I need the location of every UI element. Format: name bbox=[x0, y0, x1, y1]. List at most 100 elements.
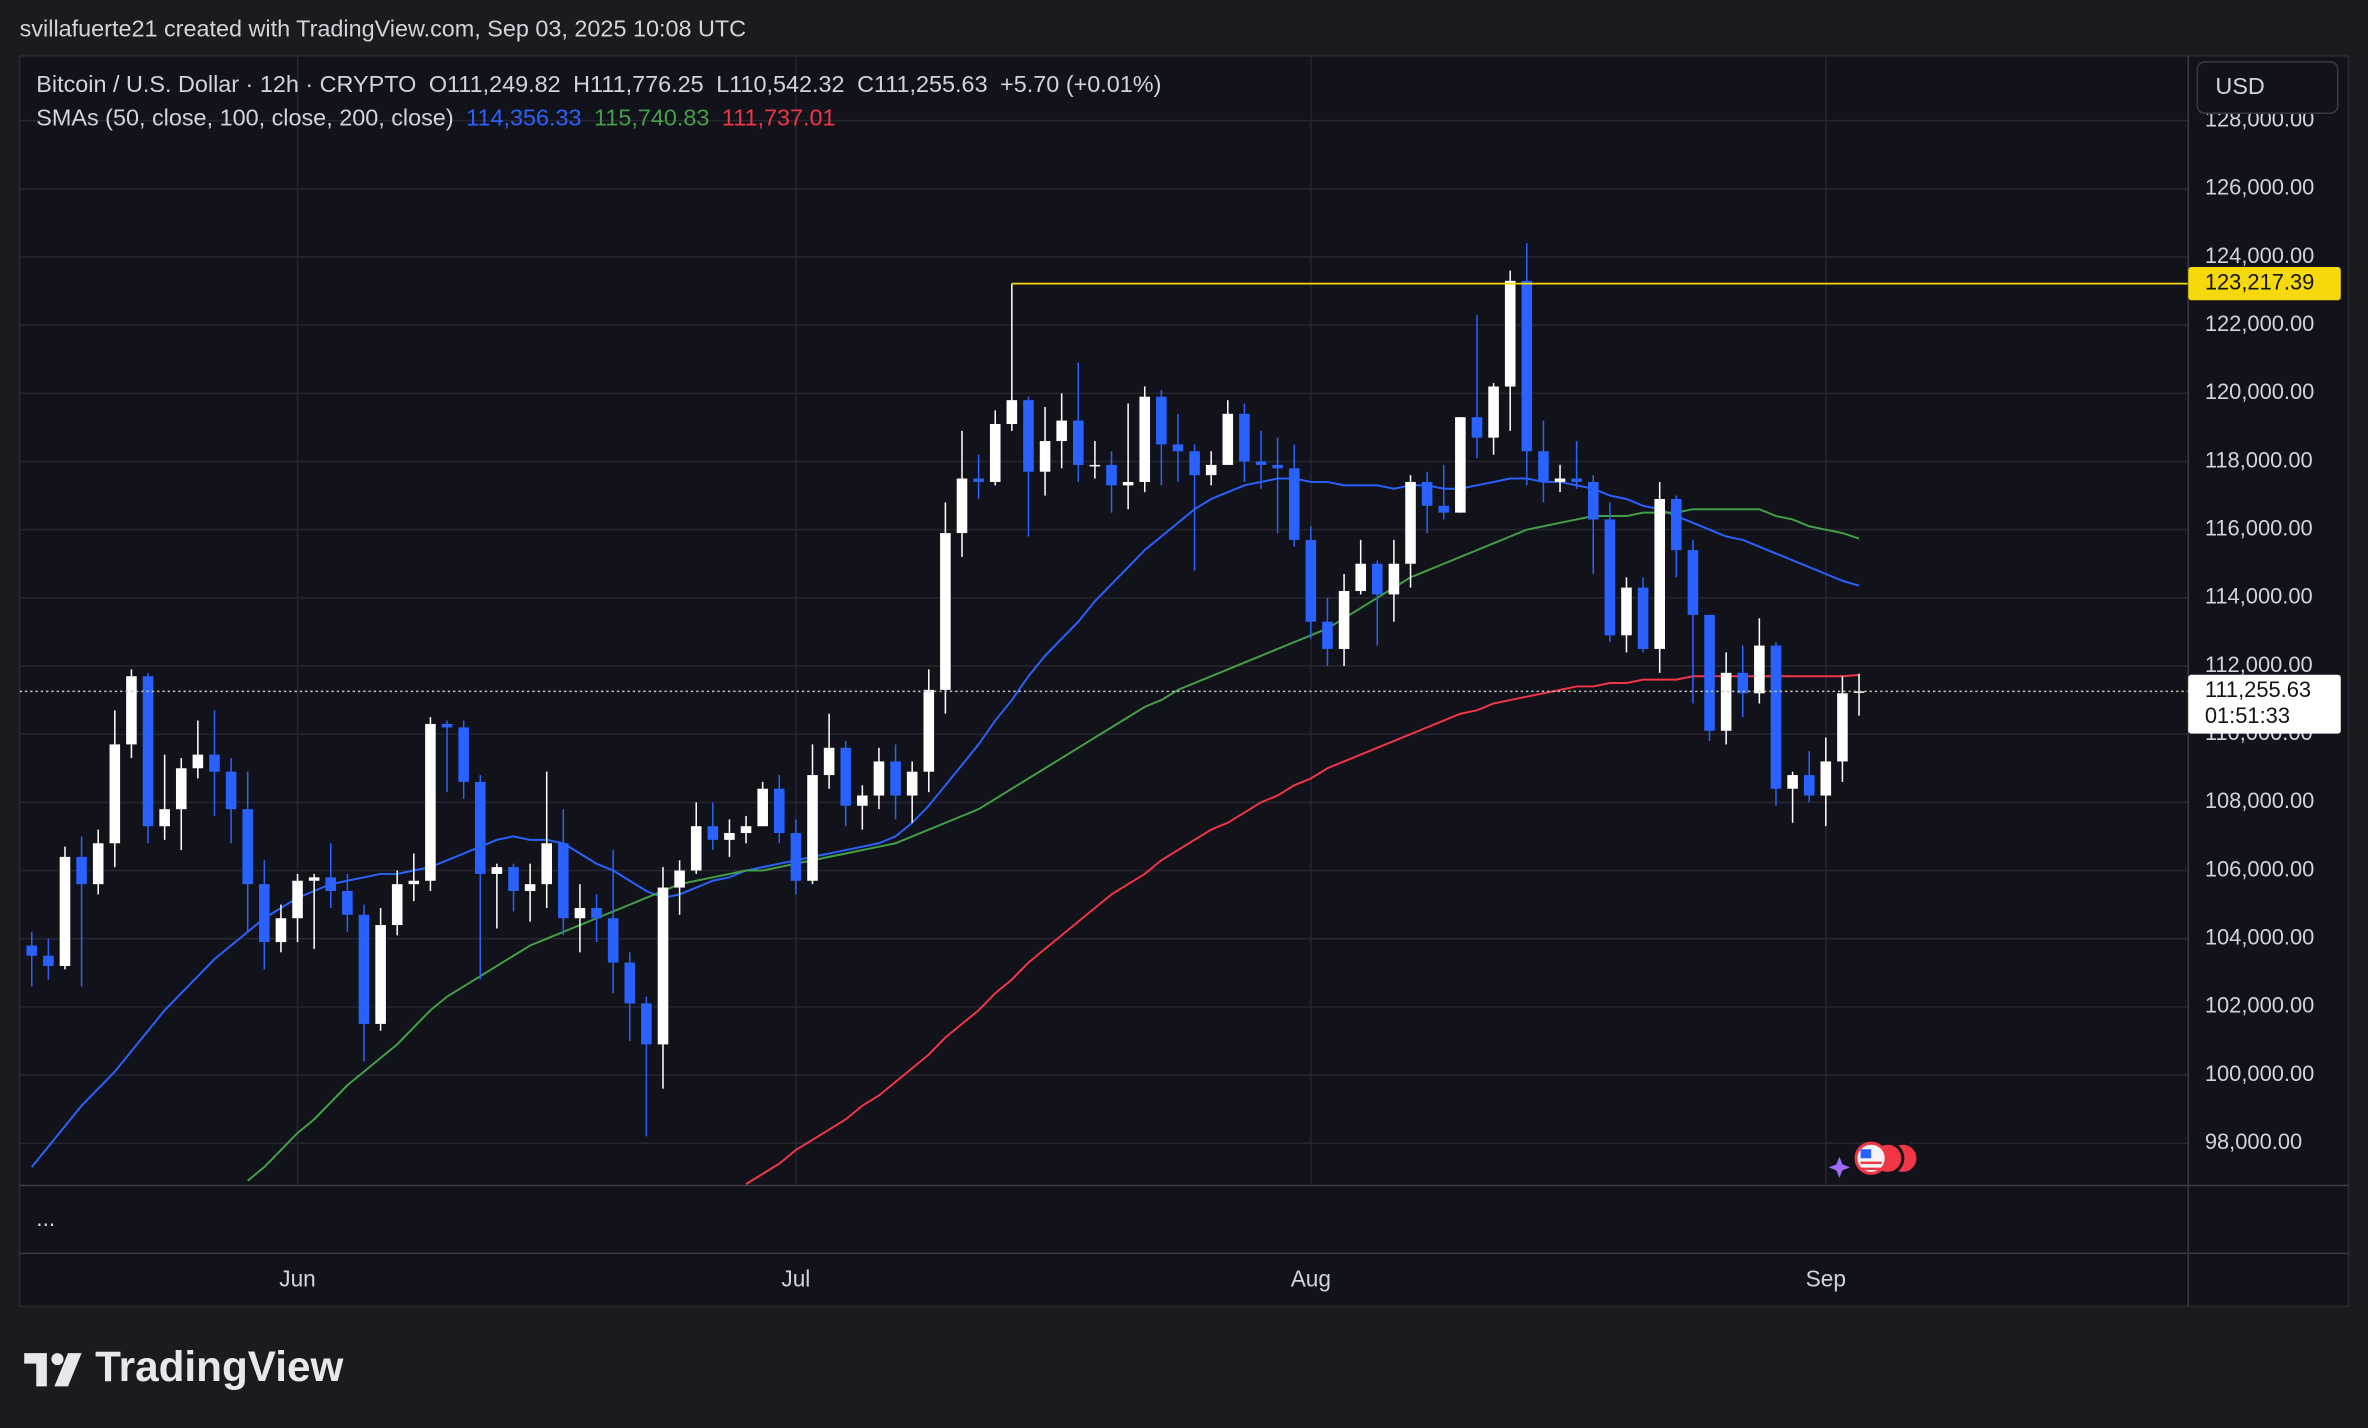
candle-body bbox=[1770, 645, 1782, 789]
candle-body bbox=[358, 914, 370, 1024]
logo-mark bbox=[54, 1353, 82, 1387]
candle-body bbox=[1488, 386, 1499, 438]
candle-body bbox=[757, 788, 768, 827]
price-box bbox=[2188, 674, 2341, 734]
candle-body bbox=[873, 761, 885, 796]
candle-body bbox=[175, 768, 187, 810]
currency-button[interactable] bbox=[2196, 61, 2339, 115]
candle-body bbox=[1438, 505, 1450, 513]
y-tick-label: 100,000.00 bbox=[2205, 1061, 2314, 1086]
pane-menu[interactable]: ... bbox=[36, 1205, 55, 1231]
candle-body bbox=[1538, 451, 1549, 482]
candle-body bbox=[1471, 417, 1483, 438]
candle-body bbox=[1388, 563, 1400, 595]
candle-body bbox=[524, 884, 536, 891]
candle-body bbox=[1571, 478, 1582, 482]
candle-body bbox=[906, 771, 918, 796]
candle-body bbox=[823, 747, 835, 776]
candle-body bbox=[1255, 461, 1267, 465]
sma-value: 114,356.33 bbox=[466, 104, 581, 130]
candle-body bbox=[308, 877, 320, 881]
candle-body bbox=[591, 908, 602, 919]
candle-body bbox=[956, 478, 968, 534]
candle-body bbox=[558, 843, 569, 919]
candle-body bbox=[657, 887, 669, 1045]
candle-body bbox=[1205, 464, 1217, 476]
candle-body bbox=[1288, 468, 1300, 540]
candle-body bbox=[740, 826, 752, 834]
sma-value: 115,740.83 bbox=[594, 104, 709, 130]
candle-body bbox=[408, 880, 420, 885]
logo: TradingView bbox=[24, 1343, 343, 1390]
candle-body bbox=[574, 908, 586, 919]
candle-body bbox=[1073, 420, 1084, 465]
legend-line: Bitcoin / U.S. Dollar · 12h · CRYPTO O11… bbox=[36, 71, 1161, 97]
candle-body bbox=[790, 833, 802, 881]
y-tick-label: 122,000.00 bbox=[2205, 311, 2314, 336]
candle-body bbox=[607, 918, 619, 963]
candle-body bbox=[807, 775, 818, 881]
candle-body bbox=[1139, 396, 1151, 482]
candle-body bbox=[1604, 519, 1616, 636]
candle-body bbox=[1056, 420, 1067, 442]
candle-body bbox=[43, 955, 54, 966]
candle-body bbox=[1156, 396, 1167, 445]
plot-area bbox=[19, 243, 2189, 1185]
open-text: O111,249.82 bbox=[429, 71, 561, 97]
y-tick-label: 126,000.00 bbox=[2205, 175, 2314, 200]
candle-body bbox=[192, 754, 204, 769]
candle-body bbox=[1355, 563, 1366, 592]
change-text: +5.70 (+0.01%) bbox=[1000, 71, 1161, 97]
low-text: L110,542.32 bbox=[716, 71, 844, 97]
candle-body bbox=[1305, 539, 1317, 622]
chart-panel bbox=[18, 55, 2350, 1308]
candle-body bbox=[1803, 775, 1815, 796]
event-icons[interactable] bbox=[1828, 1141, 1920, 1178]
candle-body bbox=[674, 870, 685, 888]
candle-body bbox=[425, 723, 436, 881]
candle-body bbox=[1122, 481, 1134, 486]
candle-body bbox=[441, 723, 453, 728]
candle-body bbox=[1039, 441, 1051, 472]
y-tick-label: 108,000.00 bbox=[2205, 788, 2314, 813]
candle-body bbox=[1322, 621, 1333, 649]
candle-body bbox=[1239, 413, 1250, 462]
candle-body bbox=[1654, 498, 1665, 649]
attribution: svillafuerte21 created with TradingView.… bbox=[20, 15, 746, 41]
x-tick-label: Aug bbox=[1291, 1266, 1331, 1292]
candle-body bbox=[391, 884, 403, 926]
candle-body bbox=[259, 884, 270, 943]
candle-body bbox=[1820, 761, 1832, 796]
y-tick-label: 98,000.00 bbox=[2205, 1129, 2302, 1154]
candle-body bbox=[209, 754, 220, 772]
candle-body bbox=[1554, 478, 1566, 482]
candle-body bbox=[458, 727, 469, 782]
candle-body bbox=[1023, 400, 1034, 472]
candle-body bbox=[225, 771, 237, 810]
logo-mark bbox=[51, 1353, 64, 1366]
candle-body bbox=[76, 856, 87, 885]
candle-body bbox=[1172, 444, 1184, 452]
candle-body bbox=[773, 788, 785, 834]
x-tick-label: Jun bbox=[279, 1266, 316, 1292]
candle-body bbox=[1521, 280, 1533, 452]
candle-body bbox=[474, 781, 486, 874]
candle-body bbox=[1621, 587, 1632, 636]
candle-body bbox=[1637, 587, 1649, 649]
candle-body bbox=[624, 962, 636, 1004]
currency-label: USD bbox=[2215, 73, 2264, 99]
candle-body bbox=[940, 533, 951, 690]
candle-body bbox=[1189, 451, 1200, 476]
candle-body bbox=[92, 843, 104, 885]
x-tick-label: Jul bbox=[781, 1266, 810, 1292]
candle-body bbox=[126, 676, 137, 745]
x-tick-label: Sep bbox=[1806, 1266, 1846, 1292]
candle-body bbox=[1421, 481, 1433, 506]
level-price-box bbox=[2188, 267, 2341, 301]
y-tick-label: 102,000.00 bbox=[2205, 993, 2314, 1018]
y-tick-label: 106,000.00 bbox=[2205, 856, 2314, 881]
close-text: C111,255.63 bbox=[857, 71, 987, 97]
sma-line bbox=[30, 477, 1860, 1168]
logo-mark bbox=[24, 1353, 47, 1387]
